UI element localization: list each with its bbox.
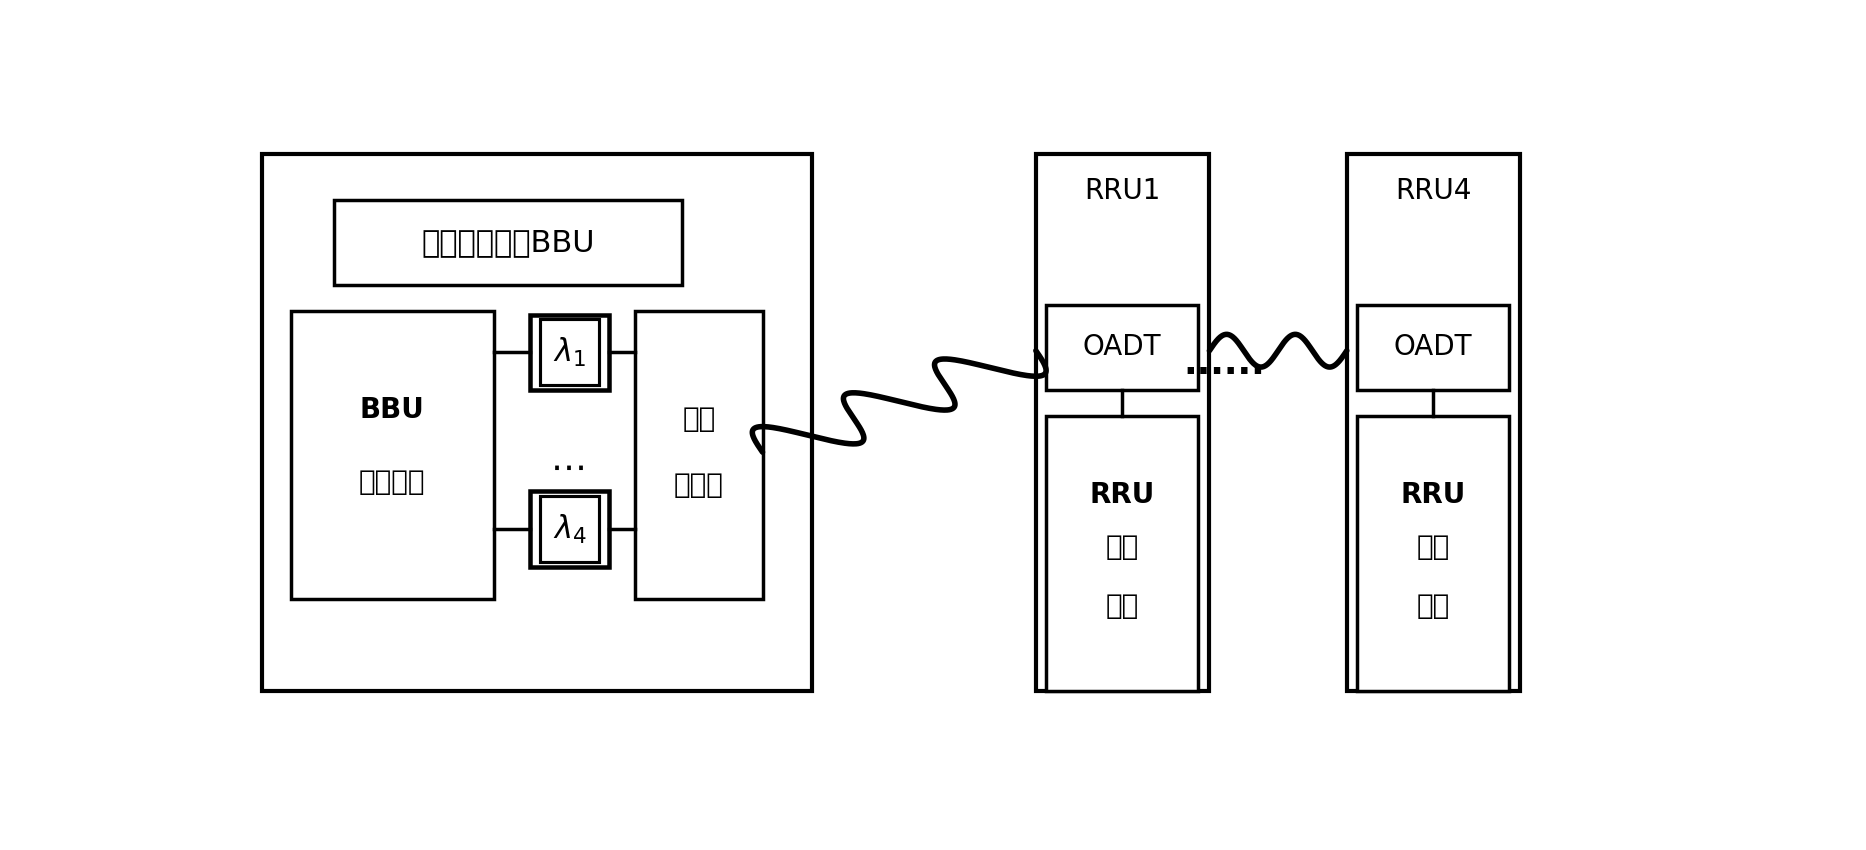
Bar [539,320,599,385]
Text: $\lambda_1$: $\lambda_1$ [552,336,586,369]
Text: RRU4: RRU4 [1396,178,1472,205]
Text: 基带处理单元BBU: 基带处理单元BBU [422,228,595,258]
Text: RRU: RRU [1090,481,1155,508]
Bar [1357,416,1510,691]
Text: ......: ...... [1183,347,1265,381]
Bar [334,201,681,286]
Text: 解复用: 解复用 [674,471,724,499]
Text: ⋯: ⋯ [550,451,586,485]
Text: 信号: 信号 [1105,533,1138,561]
Bar [1357,305,1510,390]
Bar [261,155,812,691]
Bar [539,496,599,562]
Bar [291,311,493,599]
Text: BBU: BBU [360,395,425,423]
Text: RRU: RRU [1400,481,1465,508]
Text: $\lambda_4$: $\lambda_4$ [552,513,586,546]
Bar [530,491,608,567]
Bar [1347,155,1521,691]
Bar [1036,155,1209,691]
Text: OADT: OADT [1082,333,1161,361]
Bar [634,311,763,599]
Bar [530,314,608,390]
Text: 处理: 处理 [1416,592,1450,620]
Text: OADT: OADT [1394,333,1472,361]
Bar [1047,416,1198,691]
Text: 收发单元: 收发单元 [358,468,425,496]
Text: 处理: 处理 [1105,592,1138,620]
Bar [1047,305,1198,390]
Text: 复用: 复用 [683,405,715,434]
Text: 信号: 信号 [1416,533,1450,561]
Text: RRU1: RRU1 [1084,178,1161,205]
